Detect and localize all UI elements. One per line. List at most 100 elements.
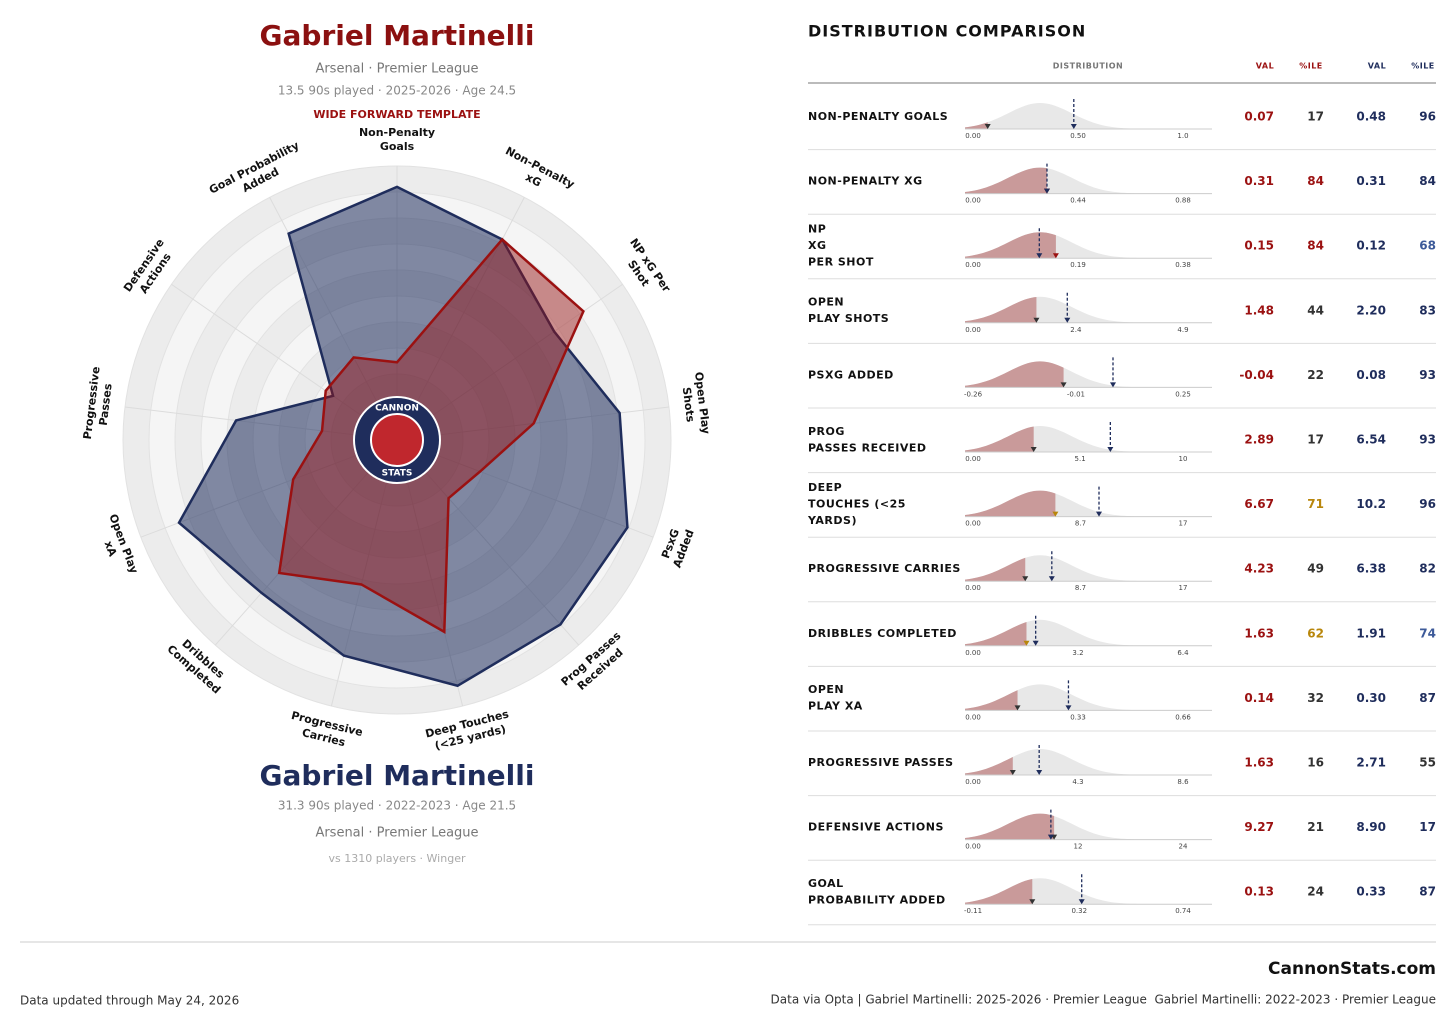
distribution-tick-label: 0.00 <box>965 713 981 721</box>
distribution-tick-label: 8.7 <box>1075 584 1086 592</box>
distribution-tick-label: 3.2 <box>1072 649 1083 657</box>
metric-label: PROGRESSIVE PASSES <box>808 756 954 769</box>
club: Arsenal · Premier League <box>315 62 478 77</box>
distribution-tick-label: 17 <box>1179 520 1188 528</box>
marker-val2-head <box>1043 188 1050 194</box>
metric-label: XG <box>808 239 827 252</box>
distribution-fill <box>965 167 1047 194</box>
marker-val2-head <box>1036 253 1043 259</box>
metric-label: NP <box>808 223 826 236</box>
metric-label: NON-PENALTY XG <box>808 175 923 188</box>
value: 2.71 <box>1356 756 1386 770</box>
percentile: 17 <box>1307 433 1324 447</box>
value: 0.31 <box>1356 174 1386 188</box>
logo-core <box>370 413 424 467</box>
distribution-tick-label: 0.44 <box>1070 197 1086 205</box>
percentile: 84 <box>1419 174 1436 188</box>
metric-label: GOAL <box>808 877 844 890</box>
distribution-tick-label: 5.1 <box>1075 455 1086 463</box>
metric-label: DEFENSIVE ACTIONS <box>808 821 944 834</box>
distribution-fill <box>965 557 1026 582</box>
distribution-tick-label: 0.50 <box>1070 132 1086 140</box>
marker-val1 <box>1033 317 1040 323</box>
marker-val2-head <box>1064 317 1071 323</box>
value: 6.38 <box>1356 562 1386 576</box>
percentile: 83 <box>1419 303 1436 317</box>
distribution-fill <box>965 296 1037 323</box>
marker-val1 <box>1029 899 1036 905</box>
marker-val1 <box>1022 576 1029 582</box>
distribution-tick-label: 6.4 <box>1177 649 1189 657</box>
value: 0.08 <box>1356 368 1386 382</box>
metric-label: PASSES RECEIVED <box>808 441 927 454</box>
percentile: 16 <box>1307 756 1324 770</box>
metric-label: TOUCHES (<25 <box>808 498 906 511</box>
percentile: 32 <box>1307 691 1324 705</box>
value: 1.63 <box>1244 626 1274 640</box>
distribution-tick-label: 0.74 <box>1175 907 1191 915</box>
distribution-tick-label: 10 <box>1179 455 1188 463</box>
distribution-tick-label: -0.01 <box>1067 390 1085 398</box>
value: 1.63 <box>1244 756 1274 770</box>
value: -0.04 <box>1239 368 1274 382</box>
distribution-tick-label: 0.00 <box>965 132 981 140</box>
metric-label: NON-PENALTY GOALS <box>808 110 948 123</box>
column-header: %ILE <box>1299 62 1323 71</box>
marker-val1 <box>984 124 991 129</box>
distribution-tick-label: 0.32 <box>1071 907 1087 915</box>
percentile: 71 <box>1307 497 1324 511</box>
distribution-curve <box>965 619 1212 646</box>
distribution-fill <box>965 122 988 129</box>
distribution-fill <box>965 622 1027 646</box>
value: 0.31 <box>1244 174 1274 188</box>
marker-val1 <box>1009 770 1016 775</box>
metric-label: OPEN <box>808 683 844 696</box>
percentile: 84 <box>1307 239 1324 253</box>
metric-label: PROGRESSIVE CARRIES <box>808 562 961 575</box>
distribution-tick-label: 0.88 <box>1175 197 1191 205</box>
distribution-tick-label: 0.00 <box>965 520 981 528</box>
distribution-fill <box>965 232 1056 259</box>
value: 2.89 <box>1244 433 1274 447</box>
value: 4.23 <box>1244 562 1274 576</box>
distribution-tick-label: 0.66 <box>1175 713 1191 721</box>
distribution-curve <box>965 684 1212 711</box>
player-pool: vs 1310 players · Winger <box>329 852 466 865</box>
source: Data via Opta | Gabriel Martinelli: 2025… <box>771 993 1436 1007</box>
distribution-curve <box>965 103 1212 129</box>
distribution-tick-label: 0.38 <box>1175 261 1191 269</box>
marker-val2-head <box>1032 640 1039 646</box>
percentile: 22 <box>1307 368 1324 382</box>
distribution-tick-label: 17 <box>1179 584 1188 592</box>
percentile: 93 <box>1419 368 1436 382</box>
marker-val1 <box>1030 447 1037 452</box>
value: 0.15 <box>1244 239 1274 253</box>
metric-label: PER SHOT <box>808 256 874 269</box>
metric-label: PLAY XA <box>808 700 863 713</box>
marker-val1 <box>1052 511 1059 517</box>
template: WIDE FORWARD TEMPLATE <box>313 108 480 121</box>
percentile: 87 <box>1419 885 1436 899</box>
metric-label: PSXG ADDED <box>808 368 894 381</box>
distribution-tick-label: 2.4 <box>1070 326 1082 334</box>
percentile: 62 <box>1307 626 1324 640</box>
distribution-tick-label: 0.00 <box>965 843 981 851</box>
distribution-tick-label: 8.6 <box>1177 778 1189 786</box>
percentile: 87 <box>1419 691 1436 705</box>
distribution-fill <box>965 361 1064 388</box>
value: 9.27 <box>1244 820 1274 834</box>
distribution-tick-label: 0.00 <box>965 261 981 269</box>
radar-label-line: Passes <box>97 382 115 426</box>
value: 0.13 <box>1244 885 1274 899</box>
marker-val1 <box>1023 640 1030 646</box>
compare-title: Gabriel Martinelli <box>260 759 535 792</box>
distribution-fill <box>965 426 1034 452</box>
marker-val2-head <box>1078 899 1085 905</box>
distribution-tick-label: 4.3 <box>1072 778 1083 786</box>
percentile: 96 <box>1419 497 1436 511</box>
radar-label-line: Non-Penalty <box>359 126 435 139</box>
distribution-tick-label: 0.00 <box>965 455 981 463</box>
distribution-fill <box>965 878 1033 905</box>
player-title: Gabriel Martinelli <box>260 19 535 52</box>
